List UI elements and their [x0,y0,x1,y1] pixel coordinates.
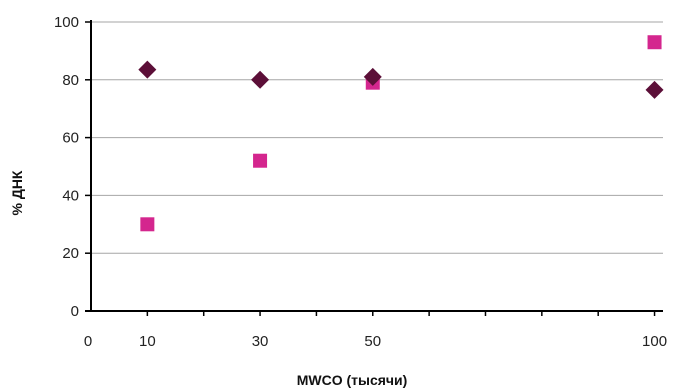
data-points [138,35,664,232]
square-point [140,217,155,232]
diamond-point [363,67,382,86]
axes [85,20,663,316]
square-point [647,35,662,50]
x-tick-label: 10 [139,333,156,350]
tick-labels: 0 20 40 60 80 100 0 10 30 50 100 [54,14,667,350]
x-tick-label: 100 [642,333,667,350]
square-point [253,153,268,168]
y-tick-label: 60 [62,130,79,147]
x-tick-label: 30 [252,333,269,350]
diamond-point [138,60,157,79]
diamond-point [645,80,664,99]
y-axis-title: % ДНК [9,170,25,215]
y-tick-label: 80 [62,72,79,89]
x-axis-title: MWCO (тысячи) [297,372,408,388]
x-tick-label: 50 [364,333,381,350]
y-tick-label: 0 [71,303,79,320]
gridlines [91,21,663,254]
diamond-point [251,70,270,89]
y-tick-label: 100 [54,14,79,31]
y-tick-label: 20 [62,245,79,262]
y-tick-label: 40 [62,187,79,204]
x-tick-label: 0 [84,333,92,350]
